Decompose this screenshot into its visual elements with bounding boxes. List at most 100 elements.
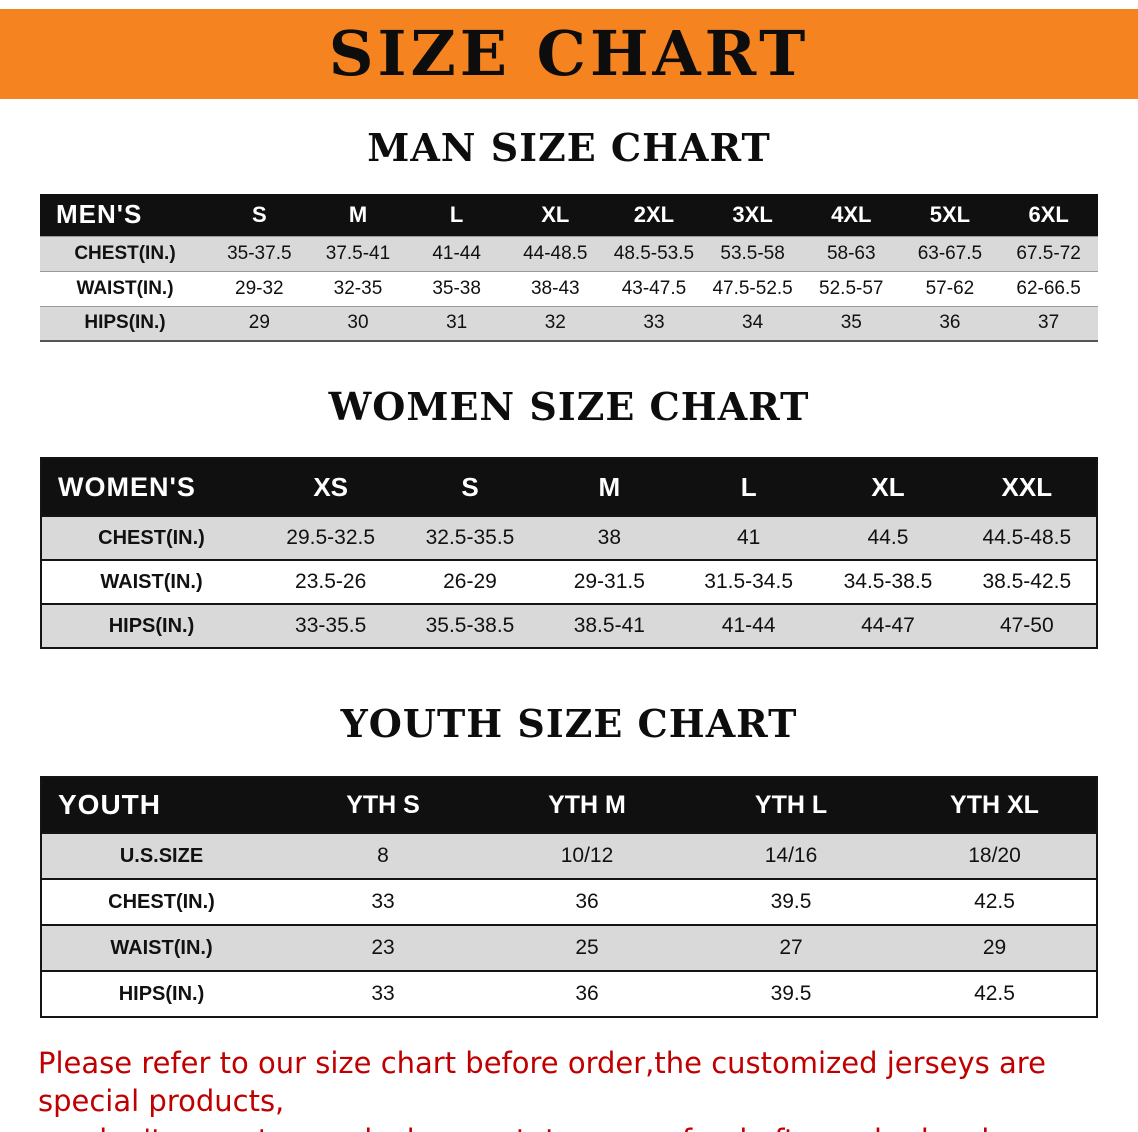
size-column-header: M: [308, 194, 408, 236]
measurement-value-cell: 36: [900, 305, 1000, 341]
measurement-value-cell: 41-44: [678, 603, 819, 648]
size-column-header: S: [210, 194, 309, 236]
size-header-row: WOMEN'S XS S M L XL XXL: [41, 458, 1097, 516]
size-column-header: 6XL: [999, 194, 1098, 236]
row-label-cell: HIPS(IN.): [40, 305, 210, 341]
measurement-row: U.S.SIZE 8 10/12 14/16 18/20: [41, 832, 1097, 879]
row-label-cell: U.S.SIZE: [41, 832, 281, 879]
measurement-value-cell: 44.5-48.5: [957, 515, 1097, 560]
measurement-value-cell: 29-32: [210, 270, 309, 306]
measurement-value-cell: 27: [689, 924, 893, 971]
measurement-value-cell: 52.5-57: [801, 270, 901, 306]
row-label-cell: WAIST(IN.): [41, 559, 261, 604]
row-label-cell: WAIST(IN.): [41, 924, 281, 971]
size-header-row: YOUTH YTH S YTH M YTH L YTH XL: [41, 777, 1097, 833]
row-label-cell: WAIST(IN.): [40, 270, 210, 306]
row-label-cell: CHEST(IN.): [40, 235, 210, 271]
size-column-header: S: [400, 458, 540, 516]
men-size-section: MAN SIZE CHART MEN'S S M L XL 2XL 3XL 4XL 5XL 6XL…: [0, 125, 1138, 342]
measurement-value-cell: 29: [210, 305, 309, 341]
measurement-value-cell: 33: [604, 305, 704, 341]
measurement-value-cell: 42.5: [893, 878, 1097, 925]
measurement-value-cell: 33: [281, 878, 485, 925]
size-column-header: YTH M: [485, 777, 689, 833]
measurement-value-cell: 39.5: [689, 970, 893, 1017]
measurement-row: WAIST(IN.) 23.5-26 26-29 29-31.5 31.5-34.5 34…: [41, 559, 1097, 604]
measurement-value-cell: 62-66.5: [999, 270, 1098, 306]
size-column-header: XL: [505, 194, 605, 236]
measurement-value-cell: 33: [281, 970, 485, 1017]
measurement-value-cell: 35: [801, 305, 901, 341]
size-column-header: L: [678, 458, 819, 516]
measurement-value-cell: 57-62: [900, 270, 1000, 306]
banner-title: SIZE CHART: [328, 17, 810, 90]
footer-note-line-2: we don't accept cancel, change, teturn o…: [38, 1123, 1054, 1132]
measurement-value-cell: 44.5: [818, 515, 958, 560]
measurement-value-cell: 29.5-32.5: [261, 515, 401, 560]
measurement-value-cell: 29-31.5: [539, 559, 679, 604]
size-column-header: YTH S: [281, 777, 485, 833]
measurement-value-cell: 23.5-26: [261, 559, 401, 604]
measurement-row: WAIST(IN.) 23 25 27 29: [41, 924, 1097, 971]
measurement-value-cell: 41: [678, 515, 819, 560]
measurement-value-cell: 14/16: [689, 832, 893, 879]
measurement-value-cell: 31: [407, 305, 506, 341]
women-section-heading: WOMEN SIZE CHART: [328, 384, 810, 429]
table-title-cell: MEN'S: [40, 194, 210, 236]
measurement-value-cell: 34.5-38.5: [818, 559, 958, 604]
measurement-value-cell: 43-47.5: [604, 270, 704, 306]
measurement-value-cell: 38: [539, 515, 679, 560]
measurement-value-cell: 8: [281, 832, 485, 879]
men-size-table: MEN'S S M L XL 2XL 3XL 4XL 5XL 6XL CHEST(IN.) 35-37…: [40, 194, 1098, 342]
size-column-header: YTH L: [689, 777, 893, 833]
youth-size-section: YOUTH SIZE CHART YOUTH YTH S YTH M YTH L YTH…: [0, 701, 1138, 1018]
measurement-value-cell: 30: [308, 305, 408, 341]
measurement-value-cell: 44-47: [818, 603, 958, 648]
measurement-row: HIPS(IN.) 33 36 39.5 42.5: [41, 970, 1097, 1017]
measurement-value-cell: 38.5-41: [539, 603, 679, 648]
size-header-row: MEN'S S M L XL 2XL 3XL 4XL 5XL 6XL: [40, 194, 1098, 236]
row-label-cell: HIPS(IN.): [41, 603, 261, 648]
measurement-value-cell: 37.5-41: [308, 235, 408, 271]
measurement-value-cell: 18/20: [893, 832, 1097, 879]
measurement-value-cell: 35-38: [407, 270, 506, 306]
measurement-row: WAIST(IN.) 29-32 32-35 35-38 38-43 43-47.5 47.…: [40, 270, 1098, 306]
men-section-heading: MAN SIZE CHART: [367, 125, 771, 170]
measurement-value-cell: 29: [893, 924, 1097, 971]
row-label-cell: HIPS(IN.): [41, 970, 281, 1017]
table-title-cell: YOUTH: [41, 777, 281, 833]
size-column-header: 5XL: [900, 194, 1000, 236]
measurement-value-cell: 32.5-35.5: [400, 515, 540, 560]
size-column-header: L: [407, 194, 506, 236]
size-column-header: 2XL: [604, 194, 704, 236]
measurement-value-cell: 26-29: [400, 559, 540, 604]
footer-note-line-1: Please refer to our size chart before or…: [38, 1046, 1046, 1119]
measurement-value-cell: 32-35: [308, 270, 408, 306]
measurement-value-cell: 44-48.5: [505, 235, 605, 271]
youth-size-table: YOUTH YTH S YTH M YTH L YTH XL U.S.SIZE 8 10/12…: [40, 776, 1098, 1018]
size-column-header: 4XL: [801, 194, 901, 236]
measurement-value-cell: 67.5-72: [999, 235, 1098, 271]
measurement-value-cell: 53.5-58: [703, 235, 802, 271]
measurement-row: HIPS(IN.) 33-35.5 35.5-38.5 38.5-41 41-44 44-…: [41, 603, 1097, 648]
measurement-value-cell: 35.5-38.5: [400, 603, 540, 648]
measurement-value-cell: 48.5-53.5: [604, 235, 704, 271]
measurement-row: CHEST(IN.) 33 36 39.5 42.5: [41, 878, 1097, 925]
measurement-value-cell: 47-50: [957, 603, 1097, 648]
measurement-value-cell: 23: [281, 924, 485, 971]
measurement-value-cell: 32: [505, 305, 605, 341]
measurement-value-cell: 36: [485, 970, 689, 1017]
youth-section-heading: YOUTH SIZE CHART: [340, 701, 798, 746]
measurement-row: CHEST(IN.) 35-37.5 37.5-41 41-44 44-48.5 48.5…: [40, 235, 1098, 271]
size-column-header: XXL: [957, 458, 1097, 516]
measurement-value-cell: 33-35.5: [261, 603, 401, 648]
measurement-value-cell: 39.5: [689, 878, 893, 925]
measurement-value-cell: 42.5: [893, 970, 1097, 1017]
measurement-value-cell: 36: [485, 878, 689, 925]
measurement-value-cell: 38.5-42.5: [957, 559, 1097, 604]
footer-note: Please refer to our size chart before or…: [38, 1044, 1110, 1132]
measurement-row: CHEST(IN.) 29.5-32.5 32.5-35.5 38 41 44.5 44.5…: [41, 515, 1097, 560]
measurement-value-cell: 58-63: [801, 235, 901, 271]
measurement-value-cell: 31.5-34.5: [678, 559, 819, 604]
